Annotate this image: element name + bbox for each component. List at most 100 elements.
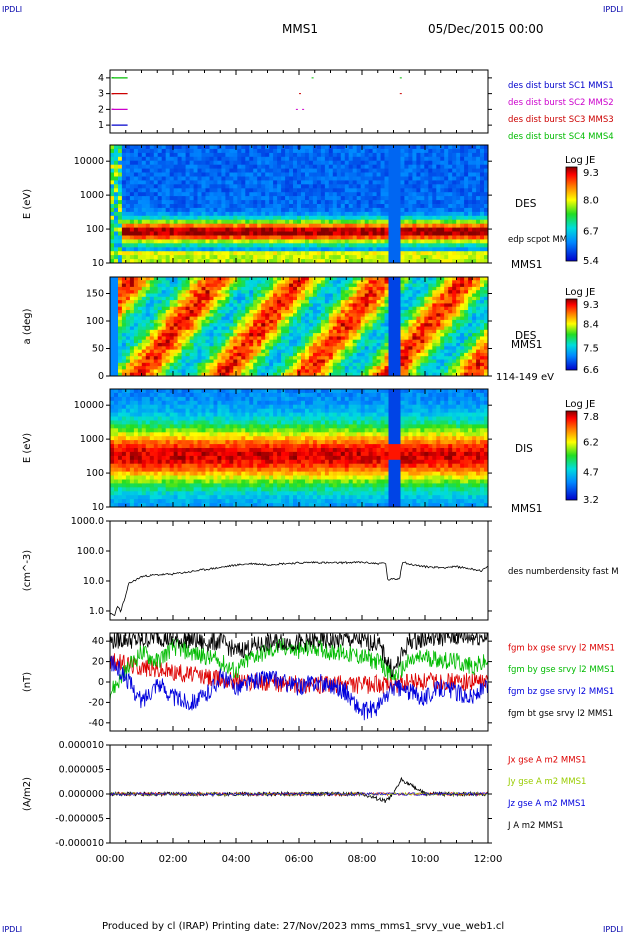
heatmap-cell (229, 323, 234, 328)
heatmap-cell (388, 180, 394, 185)
heatmap-cell (205, 300, 211, 304)
heatmap-cell (340, 362, 346, 367)
heatmap-cell (273, 346, 278, 351)
heatmap-cell (277, 356, 282, 361)
heatmap-cell (424, 247, 429, 252)
heatmap-cell (320, 156, 326, 162)
heatmap-cell (460, 168, 465, 174)
heatmap-cell (328, 168, 334, 174)
heatmap-cell (201, 251, 207, 256)
heatmap-cell (153, 372, 159, 376)
heatmap-cell (480, 156, 485, 162)
heatmap-cell (217, 346, 222, 351)
heatmap-cell (114, 168, 119, 174)
heatmap-cell (241, 329, 246, 334)
heatmap-cell (233, 239, 238, 244)
heatmap-cell (137, 180, 143, 185)
heatmap-cell (277, 286, 282, 291)
heatmap-cell (133, 204, 139, 209)
heatmap-cell (301, 316, 306, 321)
heatmap-cell (396, 247, 402, 252)
heatmap-cell (217, 156, 222, 162)
heatmap-cell (392, 176, 398, 181)
heatmap-cell (320, 231, 326, 236)
heatmap-cell (412, 192, 417, 197)
heatmap-cell (336, 359, 342, 364)
heatmap-cell (285, 259, 290, 263)
heatmap-cell (157, 286, 163, 291)
heatmap-cell (297, 283, 302, 288)
heatmap-cell (352, 316, 358, 321)
heatmap-cell (360, 227, 366, 233)
heatmap-cell (201, 160, 207, 166)
heatmap-cell (114, 239, 119, 244)
heatmap-cell (185, 303, 191, 308)
heatmap-cell (336, 255, 342, 260)
heatmap-cell (273, 148, 278, 154)
heatmap-cell (137, 346, 143, 351)
heatmap-cell (185, 290, 191, 295)
heatmap-cell (281, 215, 286, 221)
heatmap-cell (360, 352, 366, 357)
heatmap-cell (428, 259, 433, 263)
heatmap-cell (368, 310, 374, 314)
heatmap-cell (125, 283, 131, 288)
heatmap-cell (201, 196, 207, 201)
heatmap-cell (253, 180, 258, 185)
heatmap-cell (308, 156, 314, 162)
heatmap-cell (360, 160, 366, 166)
heatmap-cell (436, 148, 441, 154)
heatmap-cell (484, 239, 488, 244)
heatmap-cell (320, 319, 326, 324)
heatmap-cell (332, 293, 338, 298)
heatmap-cell (141, 300, 147, 304)
heatmap-cell (118, 319, 123, 324)
heatmap-cell (189, 168, 195, 174)
heatmap-cell (285, 176, 290, 181)
heatmap-cell (253, 349, 258, 354)
heatmap-cell (436, 164, 441, 170)
heatmap-cell (121, 192, 127, 197)
heatmap-cell (316, 243, 322, 248)
heatmap-cell (356, 333, 362, 337)
heatmap-cell (412, 196, 417, 201)
heatmap-cell (237, 211, 242, 217)
heatmap-cell (297, 219, 302, 225)
heatmap-cell (257, 329, 262, 334)
heatmap-cell (340, 303, 346, 308)
heatmap-cell (129, 196, 135, 201)
heatmap-cell (165, 168, 171, 174)
heatmap-cell (324, 310, 330, 314)
heatmap-cell (340, 313, 346, 318)
legend-entry: des dist burst SC1 MMS1 (508, 81, 614, 91)
heatmap-cell (340, 296, 346, 301)
heatmap-cell (165, 313, 171, 318)
heatmap-cell (249, 286, 254, 291)
heatmap-cell (189, 239, 195, 244)
heatmap-cell (265, 336, 270, 341)
heatmap-cell (201, 215, 207, 221)
heatmap-cell (480, 251, 485, 256)
heatmap-cell (352, 333, 358, 337)
heatmap-cell (380, 160, 386, 166)
heatmap-cell (253, 160, 258, 166)
heatmap-cell (444, 188, 449, 193)
heatmap-cell (181, 300, 187, 304)
heatmap-cell (177, 369, 183, 374)
heatmap-cell (110, 333, 115, 337)
heatmap-cell (197, 277, 203, 281)
heatmap-cell (193, 164, 199, 170)
heatmap-cell (193, 184, 199, 189)
heatmap-cell (133, 160, 139, 166)
heatmap-cell (384, 231, 390, 236)
heatmap-cell (249, 156, 254, 162)
heatmap-cell (316, 290, 322, 295)
heatmap-cell (308, 300, 314, 304)
heatmap-cell (181, 152, 187, 158)
heatmap-cell (110, 219, 115, 225)
colorbar (565, 166, 578, 262)
heatmap-cell (456, 231, 461, 236)
heatmap-cell (476, 204, 481, 209)
heatmap-cell (388, 243, 394, 248)
heatmap-cell (356, 255, 362, 260)
